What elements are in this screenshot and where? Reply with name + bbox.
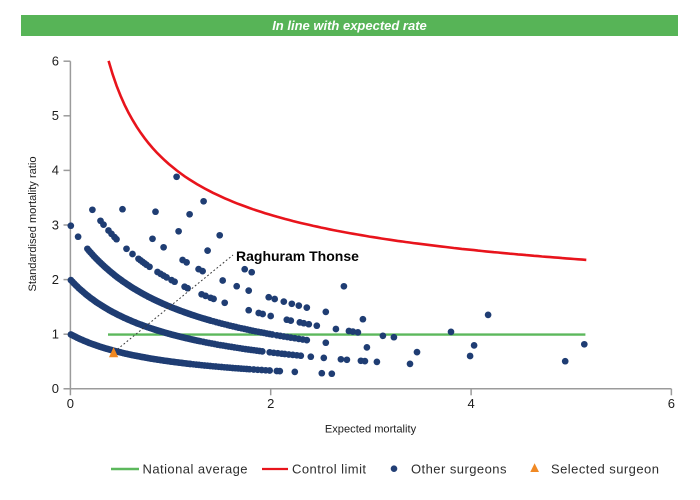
svg-text:4: 4 [52,163,59,178]
svg-text:1: 1 [52,327,59,342]
svg-text:4: 4 [467,396,474,411]
svg-text:Expected mortality: Expected mortality [325,423,417,435]
svg-text:0: 0 [67,396,74,411]
svg-text:6: 6 [668,396,675,411]
svg-text:3: 3 [52,217,59,232]
svg-text:Selected surgeon: Selected surgeon [551,462,659,477]
svg-text:2: 2 [267,396,274,411]
svg-text:Raghuram Thonse: Raghuram Thonse [236,248,359,264]
svg-text:6: 6 [52,54,59,69]
svg-text:Other surgeons: Other surgeons [411,462,507,477]
svg-text:Control limit: Control limit [292,462,366,477]
svg-text:In line with expected rate: In line with expected rate [272,18,427,33]
svg-text:Standardised mortality ratio: Standardised mortality ratio [27,156,39,291]
svg-text:2: 2 [52,272,59,287]
svg-text:National average: National average [143,462,249,477]
svg-text:5: 5 [52,108,59,123]
svg-text:0: 0 [52,381,59,396]
